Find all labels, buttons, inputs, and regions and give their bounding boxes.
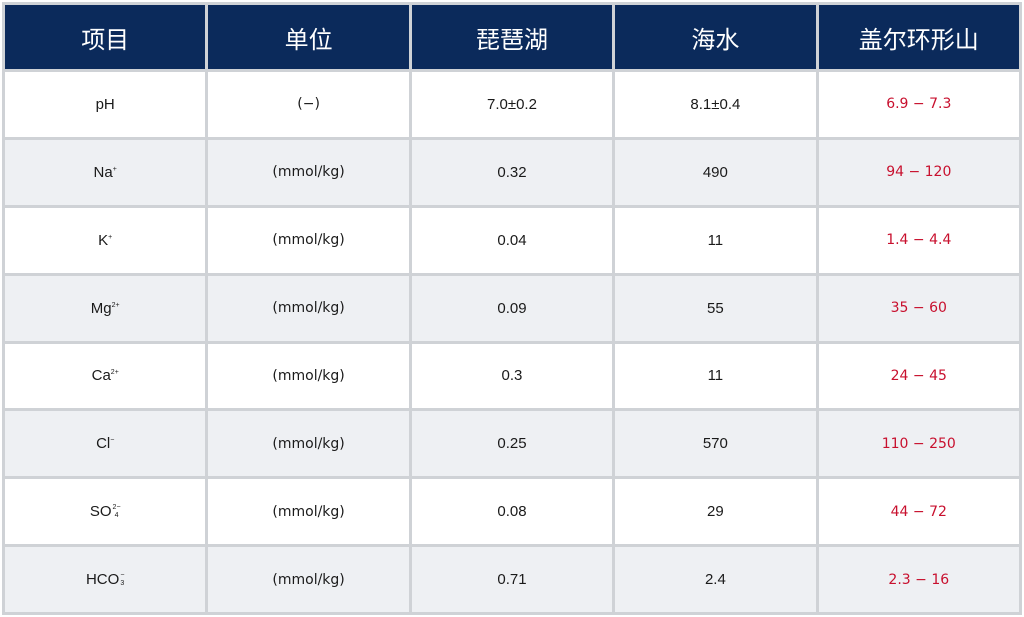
item-charge: − [120, 572, 125, 580]
item-charge-stack: −3 [120, 572, 124, 588]
item-cell: HCO −3 [5, 547, 206, 612]
lake-biwa-cell: 0.25 [411, 411, 613, 477]
unit-cell: (mmol/kg) [208, 343, 409, 409]
gale-crater-cell: 44 − 72 [818, 479, 1019, 545]
item-cell: Cl− [5, 411, 206, 477]
item-subscript: 3 [120, 580, 125, 588]
seawater-cell: 29 [615, 479, 816, 545]
header-item: 项目 [5, 5, 206, 69]
item-charge-stack: 2− 4 [113, 504, 121, 520]
header-seawater: 海水 [615, 5, 816, 69]
table-row: Na+ (mmol/kg) 0.32 490 94 − 120 [5, 139, 1019, 205]
unit-cell: (−) [208, 72, 409, 137]
gale-crater-cell: 2.3 − 16 [818, 547, 1019, 612]
item-label: Ca [91, 367, 111, 385]
table-row: Cl− (mmol/kg) 0.25 570 110 − 250 [5, 411, 1019, 477]
gale-crater-cell: 24 − 45 [818, 343, 1019, 409]
unit-cell: (mmol/kg) [208, 547, 409, 612]
unit-cell: (mmol/kg) [208, 207, 409, 273]
unit-cell: (mmol/kg) [208, 479, 409, 545]
item-charge: + [108, 233, 113, 241]
item-label: pH [95, 95, 115, 113]
seawater-cell: 8.1±0.4 [615, 72, 816, 137]
table-header-row: 项目 单位 琵琶湖 海水 盖尔环形山 [5, 5, 1019, 69]
lake-biwa-cell: 0.04 [411, 207, 613, 273]
header-lake-biwa: 琵琶湖 [411, 5, 613, 69]
gale-crater-cell: 94 − 120 [818, 139, 1019, 205]
item-label: Na [93, 163, 113, 181]
lake-biwa-cell: 0.09 [411, 275, 613, 341]
item-charge: + [112, 165, 117, 173]
table-row: K+ (mmol/kg) 0.04 11 1.4 − 4.4 [5, 207, 1019, 273]
item-cell: Ca2+ [5, 343, 206, 409]
lake-biwa-cell: 0.32 [411, 139, 613, 205]
item-cell: SO 2− 4 [5, 479, 206, 545]
lake-biwa-cell: 0.71 [411, 547, 613, 612]
gale-crater-cell: 35 − 60 [818, 275, 1019, 341]
item-charge: 2− [112, 504, 121, 512]
item-charge: 2+ [110, 369, 119, 377]
item-label: Mg [90, 299, 112, 317]
table-row: Ca2+ (mmol/kg) 0.3 11 24 − 45 [5, 343, 1019, 409]
gale-crater-cell: 6.9 − 7.3 [818, 72, 1019, 137]
header-unit: 单位 [208, 5, 409, 69]
lake-biwa-cell: 0.08 [411, 479, 613, 545]
seawater-cell: 570 [615, 411, 816, 477]
item-label: SO [89, 503, 112, 521]
item-label: HCO [85, 571, 120, 589]
lake-biwa-cell: 7.0±0.2 [411, 72, 613, 137]
item-cell: pH [5, 72, 206, 137]
seawater-cell: 490 [615, 139, 816, 205]
gale-crater-cell: 1.4 − 4.4 [818, 207, 1019, 273]
seawater-cell: 11 [615, 207, 816, 273]
table-row: SO 2− 4 (mmol/kg) 0.08 29 44 − 72 [5, 479, 1019, 545]
item-cell: Mg2+ [5, 275, 206, 341]
seawater-cell: 2.4 [615, 547, 816, 612]
unit-cell: (mmol/kg) [208, 275, 409, 341]
gale-crater-cell: 110 − 250 [818, 411, 1019, 477]
seawater-cell: 11 [615, 343, 816, 409]
item-label: K [98, 231, 109, 249]
table-row: HCO −3 (mmol/kg) 0.71 2.4 2.3 − 16 [5, 547, 1019, 612]
table-row: pH (−) 7.0±0.2 8.1±0.4 6.9 − 7.3 [5, 72, 1019, 137]
unit-cell: (mmol/kg) [208, 411, 409, 477]
unit-cell: (mmol/kg) [208, 139, 409, 205]
header-gale-crater: 盖尔环形山 [818, 5, 1019, 69]
table-row: Mg2+ (mmol/kg) 0.09 55 35 − 60 [5, 275, 1019, 341]
item-subscript: 4 [114, 512, 119, 520]
seawater-cell: 55 [615, 275, 816, 341]
item-charge: 2+ [111, 301, 120, 309]
item-charge: − [110, 437, 115, 445]
item-label: Cl [96, 435, 111, 453]
lake-biwa-cell: 0.3 [411, 343, 613, 409]
item-cell: Na+ [5, 139, 206, 205]
item-cell: K+ [5, 207, 206, 273]
